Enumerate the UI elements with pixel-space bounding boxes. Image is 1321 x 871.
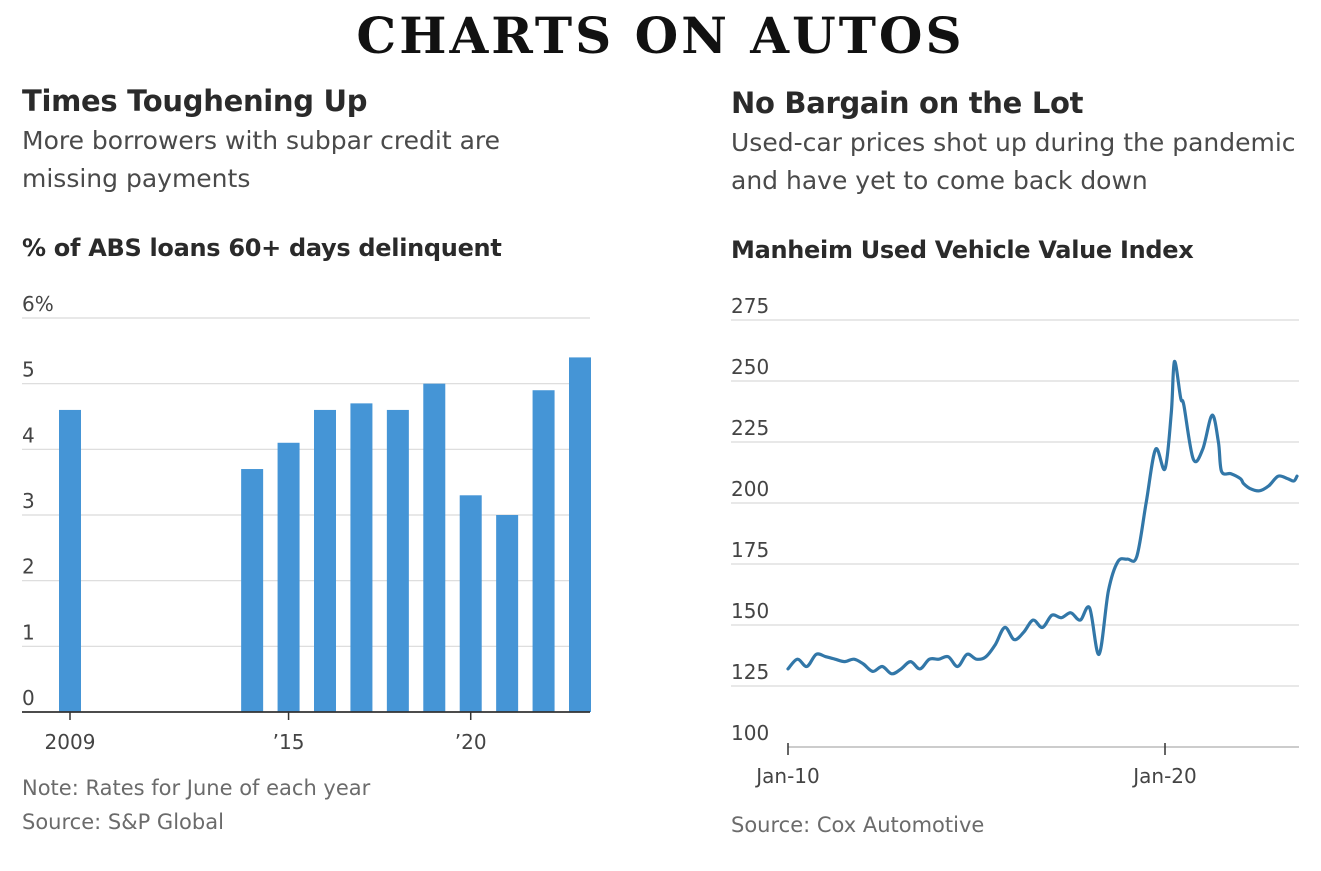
bar-ytick-label: 2 — [22, 555, 35, 579]
bar-ytick-label: 5 — [22, 358, 35, 382]
bar-2023 — [569, 357, 591, 712]
left-source: Source: S&P Global — [22, 810, 224, 834]
bar-ytick-label: 1 — [22, 620, 35, 644]
bar-2016 — [314, 409, 336, 712]
left-chart-label: % of ABS loans 60+ days delinquent — [22, 234, 502, 262]
bar-2014 — [241, 469, 264, 712]
used-car-panel: No Bargain on the Lot Used-car prices sh… — [700, 0, 1321, 871]
right-dek-line1: Used-car prices shot up during the pande… — [731, 128, 1296, 157]
bar-ytick-label: 3 — [22, 489, 35, 513]
right-chart-label: Manheim Used Vehicle Value Index — [731, 236, 1194, 264]
bar-2021 — [496, 515, 519, 712]
bar-2015 — [277, 442, 300, 712]
line-ytick-label: 100 — [731, 721, 769, 745]
bar-ytick-label: 4 — [22, 423, 35, 447]
bar-ytick-label: 0 — [22, 686, 35, 710]
bar-2017 — [350, 403, 373, 712]
bar-2022 — [532, 390, 555, 712]
left-dek-line1: More borrowers with subpar credit are — [22, 126, 501, 155]
line-ytick-label: 175 — [731, 538, 769, 562]
line-ytick-label: 225 — [731, 416, 769, 440]
left-note: Note: Rates for June of each year — [22, 776, 371, 800]
line-ytick-label: 275 — [731, 294, 769, 318]
bar-2018 — [386, 409, 409, 712]
bar-2020 — [459, 495, 482, 712]
page-title: CHARTS ON AUTOS — [356, 6, 965, 65]
manheim-index-line — [786, 359, 1299, 676]
left-dek-line2: missing payments — [22, 164, 251, 193]
line-ytick-label: 200 — [731, 477, 769, 501]
bar-ytick-label: 6% — [22, 292, 54, 316]
line-ytick-label: 150 — [731, 599, 769, 623]
delinquency-bar-chart: 0 1 2 3 4 5 6% 2009 ’15 ’20 — [22, 292, 591, 754]
bar-2019 — [423, 383, 446, 712]
right-dek-line2: and have yet to come back down — [731, 166, 1148, 195]
bar-2009 — [59, 409, 81, 712]
manheim-line-chart: 100 125 150 175 200 225 250 275 Jan-10 Jan-20 — [731, 294, 1299, 788]
bar-xtick-label: 2009 — [45, 730, 96, 754]
delinquency-panel: Times Toughening Up More borrowers with … — [0, 0, 640, 871]
bar-xtick-label: ’20 — [455, 730, 487, 754]
right-headline: No Bargain on the Lot — [731, 86, 1084, 120]
line-ytick-label: 250 — [731, 355, 769, 379]
line-xtick-label: Jan-10 — [754, 764, 820, 788]
right-source: Source: Cox Automotive — [731, 813, 985, 837]
line-xtick-label: Jan-20 — [1131, 764, 1197, 788]
left-headline: Times Toughening Up — [22, 84, 368, 118]
bar-xtick-label: ’15 — [273, 730, 305, 754]
line-ytick-label: 125 — [731, 660, 769, 684]
